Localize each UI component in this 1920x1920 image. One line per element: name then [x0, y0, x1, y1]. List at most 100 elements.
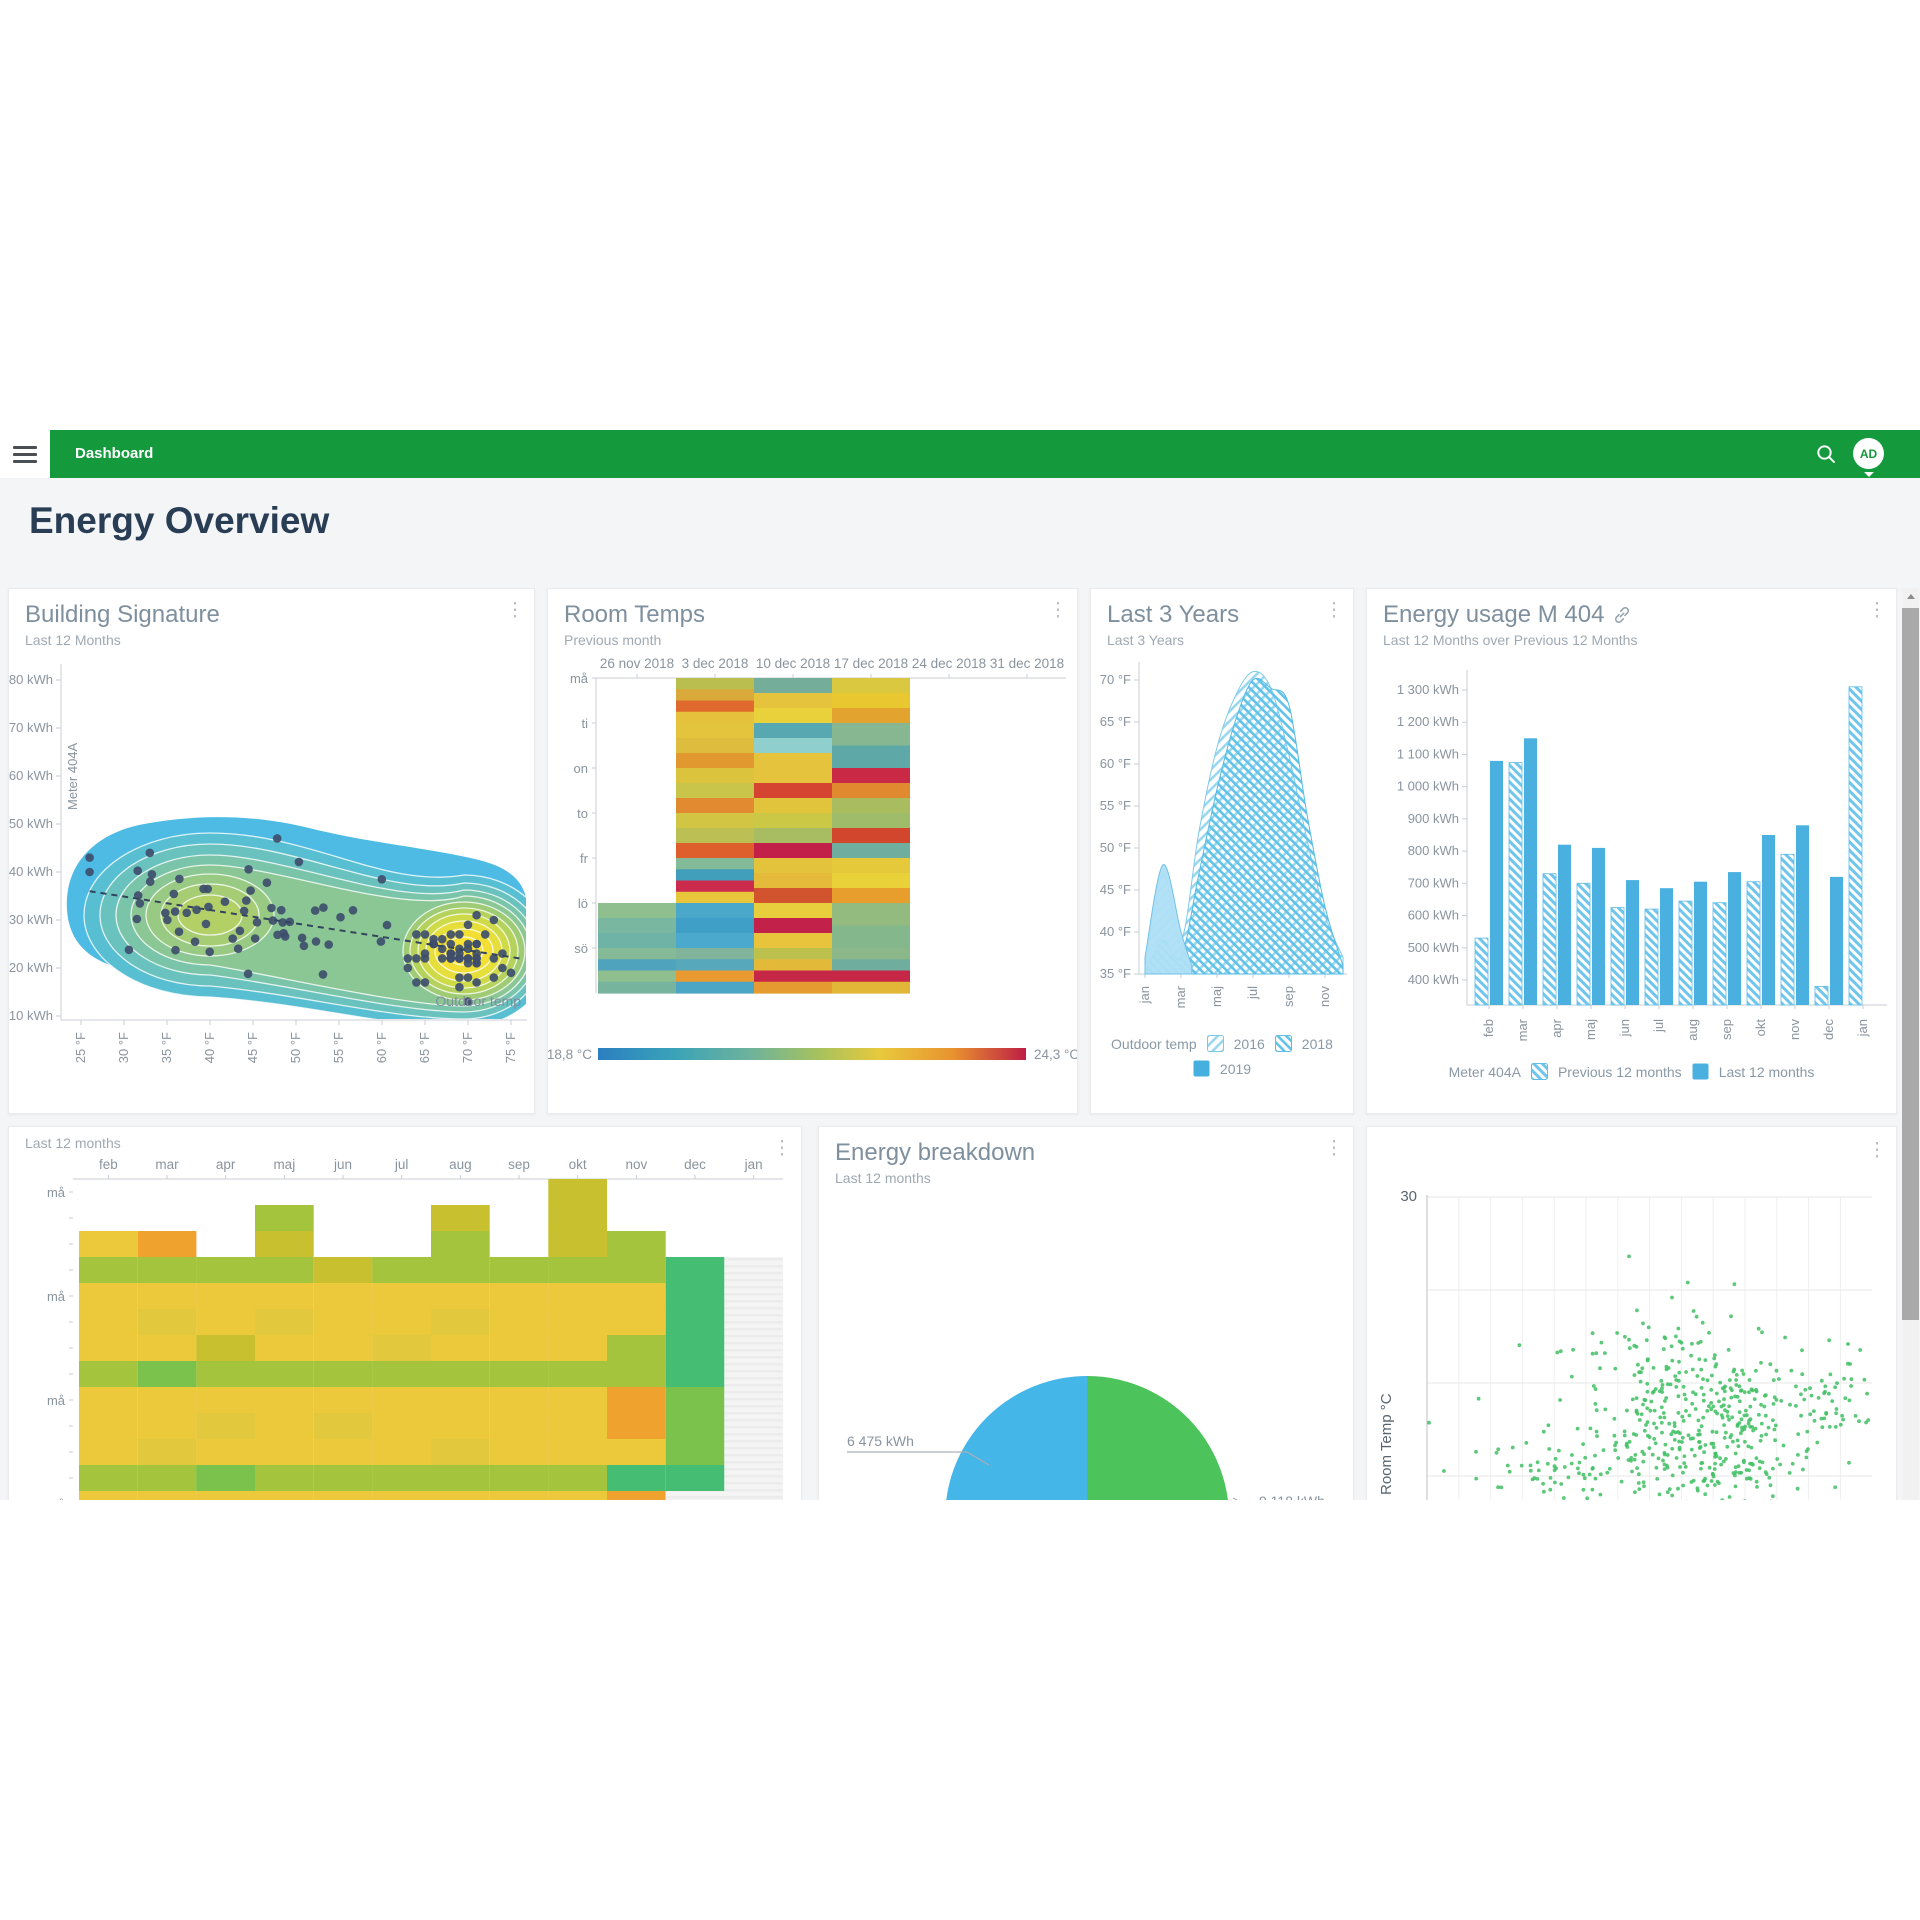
- svg-text:50 °F: 50 °F: [288, 1032, 303, 1063]
- avatar-caret-icon: [1864, 472, 1874, 477]
- legend-swatch-2018: [1274, 1035, 1292, 1052]
- svg-text:30 °F: 30 °F: [116, 1032, 131, 1063]
- panel-title: Energy breakdown: [835, 1139, 1036, 1166]
- legend-item: Last 12 months: [1718, 1063, 1815, 1080]
- svg-text:jul: jul: [394, 1157, 409, 1172]
- panel-energy-usage: Energy usage M 404 Last 12 Months over P…: [1366, 588, 1897, 1114]
- kebab-menu-icon[interactable]: [1323, 1137, 1345, 1163]
- kebab-menu-icon[interactable]: [771, 1137, 793, 1163]
- kebab-menu-icon[interactable]: [1047, 599, 1069, 625]
- panel-title: Room Temps: [564, 601, 705, 628]
- kebab-menu-icon[interactable]: [1866, 599, 1888, 625]
- svg-text:1 000 kWh: 1 000 kWh: [1397, 779, 1459, 794]
- svg-text:Meter 404A: Meter 404A: [65, 742, 80, 810]
- panel-subtitle: Last 3 Years: [1107, 632, 1185, 648]
- panel-subtitle: Previous month: [564, 632, 662, 648]
- panel-room-temp-scatter: 30 Room Temp °C: [1366, 1126, 1897, 1500]
- panel-room-temps: Room Temps Previous month 26 nov 2018 3 d…: [547, 588, 1078, 1114]
- svg-text:55 °F: 55 °F: [1100, 798, 1131, 813]
- app-bar: [0, 430, 1920, 478]
- room-temps-heatmap: 26 nov 2018 3 dec 2018 10 dec 2018 17 dec 2…: [548, 656, 1077, 1062]
- svg-text:60 °F: 60 °F: [1100, 756, 1131, 771]
- kebab-menu-icon[interactable]: [1323, 599, 1345, 625]
- svg-text:nov: nov: [625, 1157, 647, 1172]
- panel-subtitle: Last 12 months: [25, 1135, 121, 1151]
- svg-text:45 °F: 45 °F: [245, 1032, 260, 1063]
- legend-swatch-2016: [1206, 1035, 1224, 1052]
- svg-text:maj: maj: [1209, 986, 1224, 1007]
- energy-breakdown-pie-chart: 6 475 kWh 9 118 kWh: [847, 1376, 1325, 1500]
- legend-item: 2016: [1233, 1035, 1265, 1052]
- svg-text:jul: jul: [1651, 1019, 1666, 1033]
- legend-swatch-2019: [1193, 1060, 1210, 1077]
- svg-text:50 kWh: 50 kWh: [9, 816, 53, 831]
- svg-text:9 118 kWh: 9 118 kWh: [1259, 1493, 1325, 1500]
- svg-text:apr: apr: [216, 1157, 236, 1172]
- svg-text:26 nov 2018: 26 nov 2018: [600, 656, 674, 671]
- svg-text:60 kWh: 60 kWh: [9, 768, 53, 783]
- years-legend-2: 2019: [1091, 1060, 1353, 1077]
- panel-title: Energy usage M 404: [1383, 601, 1605, 628]
- svg-text:nov: nov: [1317, 986, 1332, 1007]
- panel-subtitle: Last 12 months: [835, 1170, 931, 1186]
- svg-text:aug: aug: [449, 1157, 472, 1172]
- panel-building-signature: Building Signature Last 12 Months 80 kWh…: [8, 588, 535, 1114]
- kebab-menu-icon[interactable]: [1866, 1139, 1888, 1165]
- svg-text:maj: maj: [1583, 1019, 1598, 1040]
- svg-text:dec: dec: [1821, 1019, 1836, 1040]
- svg-text:35 °F: 35 °F: [1100, 966, 1131, 981]
- svg-text:on: on: [574, 761, 588, 776]
- svg-text:60 °F: 60 °F: [374, 1032, 389, 1063]
- svg-text:700 kWh: 700 kWh: [1408, 875, 1459, 890]
- svg-text:mar: mar: [1515, 1018, 1530, 1041]
- svg-text:nov: nov: [1787, 1019, 1802, 1040]
- svg-text:40 °F: 40 °F: [202, 1032, 217, 1063]
- monthly-heatmap-chart: feb mar apr maj jun jul aug sep okt nov dec jan må må…: [47, 1157, 783, 1500]
- svg-text:okt: okt: [1753, 1019, 1768, 1037]
- scrollbar-thumb[interactable]: [1902, 608, 1919, 1320]
- panel-subtitle: Last 12 Months: [25, 632, 121, 648]
- svg-text:10 dec 2018: 10 dec 2018: [756, 656, 830, 671]
- svg-text:sep: sep: [508, 1157, 530, 1172]
- svg-text:Outdoor temp: Outdoor temp: [435, 993, 521, 1009]
- svg-text:10 kWh: 10 kWh: [9, 1008, 53, 1023]
- svg-text:25 °F: 25 °F: [73, 1032, 88, 1063]
- svg-text:dec: dec: [684, 1157, 706, 1172]
- svg-text:sep: sep: [1281, 986, 1296, 1007]
- svg-text:24 dec 2018: 24 dec 2018: [912, 656, 986, 671]
- svg-text:45 °F: 45 °F: [1100, 882, 1131, 897]
- svg-text:30: 30: [1400, 1188, 1417, 1205]
- svg-text:maj: maj: [273, 1157, 295, 1172]
- scrollbar-up-arrow[interactable]: [1902, 588, 1919, 605]
- avatar[interactable]: AD: [1853, 438, 1884, 469]
- svg-text:24,3 °C: 24,3 °C: [1034, 1047, 1077, 1062]
- svg-text:jan: jan: [1137, 986, 1152, 1004]
- svg-text:jun: jun: [1617, 1019, 1632, 1037]
- svg-text:må: må: [47, 1289, 66, 1304]
- dashboard-content: Energy Overview Building Signature Last …: [0, 478, 1920, 1500]
- panel-title: Building Signature: [25, 601, 220, 628]
- svg-text:65 °F: 65 °F: [1100, 714, 1131, 729]
- svg-text:jan: jan: [744, 1157, 763, 1172]
- svg-text:feb: feb: [99, 1157, 118, 1172]
- panel-title: Last 3 Years: [1107, 601, 1240, 628]
- svg-text:6 475 kWh: 6 475 kWh: [847, 1433, 914, 1449]
- vertical-scrollbar[interactable]: [1902, 588, 1919, 1500]
- link-icon: [1615, 607, 1630, 623]
- svg-text:jul: jul: [1245, 986, 1260, 1000]
- svg-text:400 kWh: 400 kWh: [1408, 972, 1459, 987]
- legend-label: Meter 404A: [1448, 1063, 1521, 1080]
- kebab-menu-icon[interactable]: [504, 599, 526, 625]
- svg-text:fr: fr: [580, 851, 589, 866]
- back-button[interactable]: [32, 430, 62, 478]
- svg-text:sep: sep: [1719, 1019, 1734, 1040]
- svg-text:mar: mar: [1173, 985, 1188, 1008]
- svg-text:3 dec 2018: 3 dec 2018: [682, 656, 749, 671]
- svg-text:okt: okt: [569, 1157, 587, 1172]
- svg-text:600 kWh: 600 kWh: [1408, 908, 1459, 923]
- panel-energy-breakdown: Energy breakdown Last 12 months 6 475 kW…: [818, 1126, 1354, 1500]
- hamburger-icon: [13, 445, 37, 463]
- svg-text:900 kWh: 900 kWh: [1408, 811, 1459, 826]
- search-icon[interactable]: [1814, 442, 1838, 466]
